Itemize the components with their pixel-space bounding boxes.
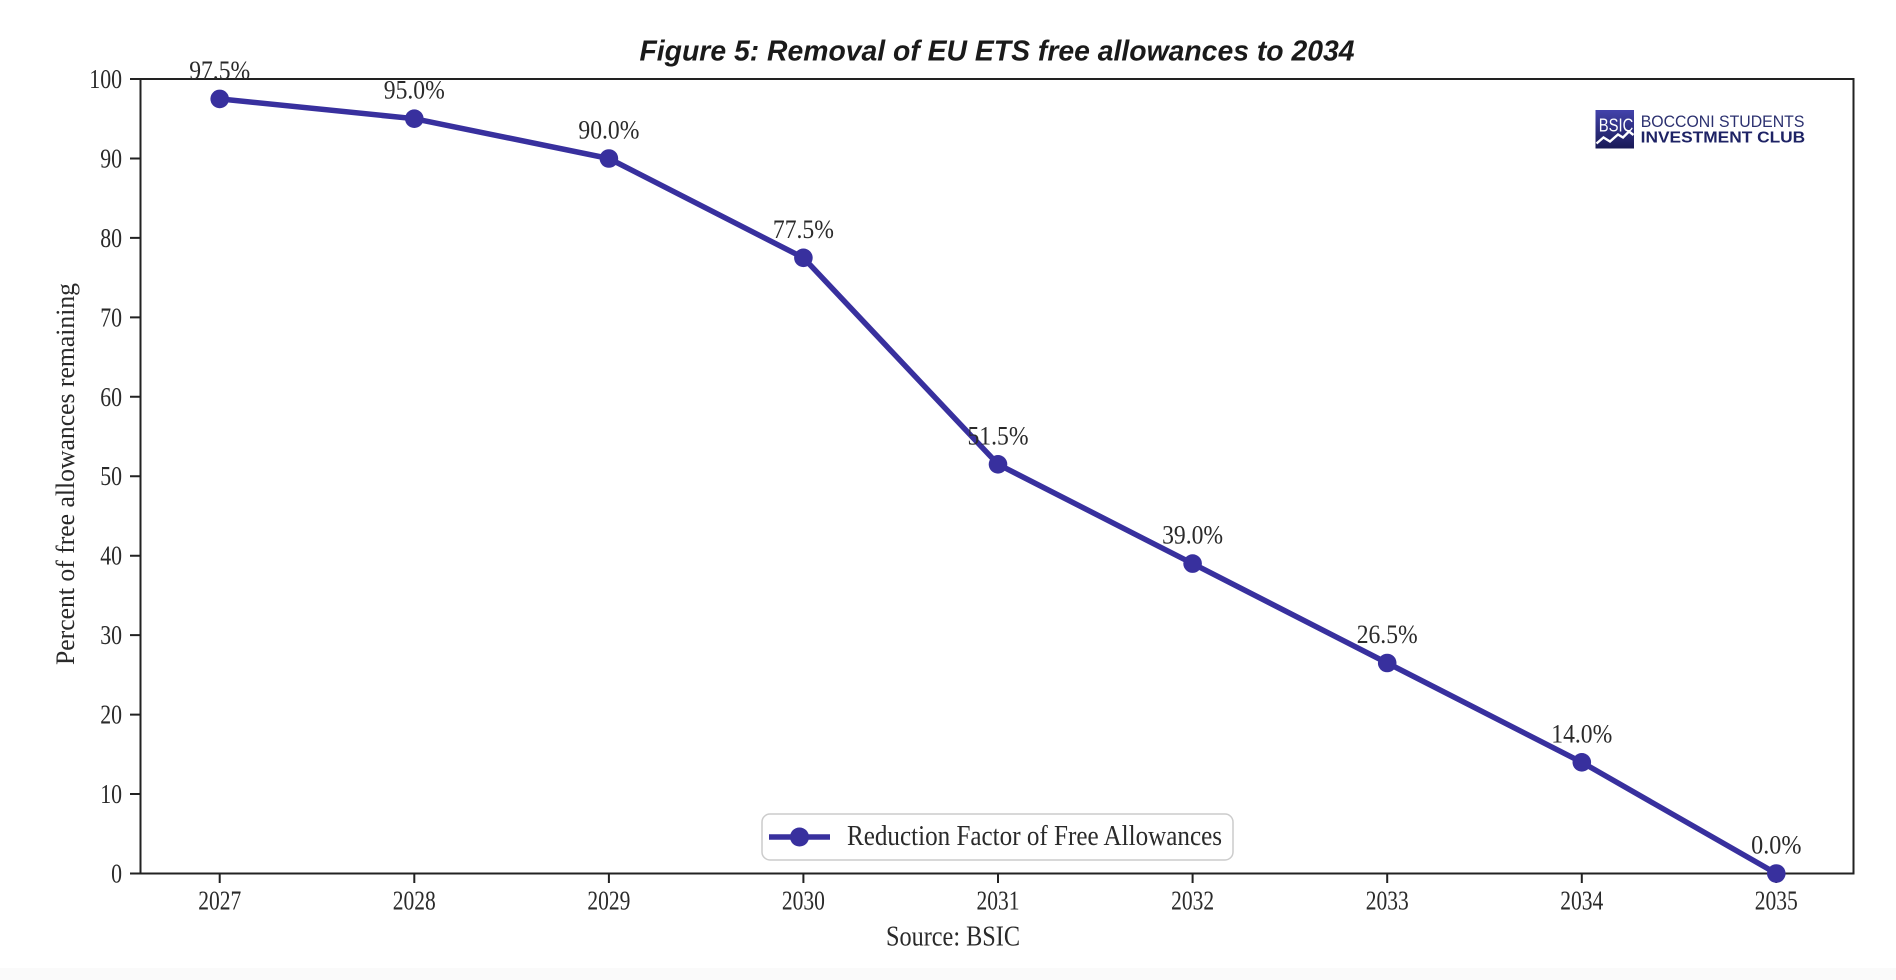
svg-text:95.0%: 95.0% [384,76,445,105]
svg-text:2034: 2034 [1560,886,1603,916]
svg-text:70: 70 [100,302,122,332]
svg-text:26.5%: 26.5% [1357,620,1418,649]
svg-text:2031: 2031 [977,886,1020,916]
svg-text:BSIC: BSIC [1599,115,1634,136]
svg-text:Source: BSIC: Source: BSIC [886,922,1020,953]
svg-text:2030: 2030 [782,886,825,916]
svg-text:2033: 2033 [1366,886,1409,916]
svg-text:14.0%: 14.0% [1551,719,1612,748]
svg-text:90.0%: 90.0% [578,116,639,145]
svg-text:50: 50 [100,461,122,491]
svg-text:90: 90 [100,144,122,174]
svg-text:100: 100 [89,64,122,94]
svg-text:INVESTMENT CLUB: INVESTMENT CLUB [1641,129,1806,146]
svg-text:80: 80 [100,223,122,253]
svg-text:2027: 2027 [198,886,241,916]
svg-text:0: 0 [111,859,122,889]
svg-text:77.5%: 77.5% [773,215,834,244]
svg-text:10: 10 [100,779,122,809]
svg-text:97.5%: 97.5% [189,56,250,85]
svg-text:60: 60 [100,382,122,412]
svg-text:2035: 2035 [1755,886,1798,916]
svg-text:2029: 2029 [587,886,630,916]
svg-text:Figure 5: Removal of EU ETS fr: Figure 5: Removal of EU ETS free allowan… [640,36,1355,68]
svg-text:20: 20 [100,700,122,730]
svg-text:39.0%: 39.0% [1162,521,1223,550]
svg-text:2032: 2032 [1171,886,1214,916]
svg-text:Reduction Factor of Free Allow: Reduction Factor of Free Allowances [847,821,1222,852]
svg-text:0.0%: 0.0% [1751,831,1801,860]
svg-text:40: 40 [100,541,122,571]
svg-text:Percent of free allowances rem: Percent of free allowances remaining [51,283,80,665]
svg-text:2028: 2028 [393,886,436,916]
svg-text:51.5%: 51.5% [968,421,1029,450]
svg-text:30: 30 [100,620,122,650]
svg-text:BOCCONI STUDENTS: BOCCONI STUDENTS [1641,113,1805,131]
